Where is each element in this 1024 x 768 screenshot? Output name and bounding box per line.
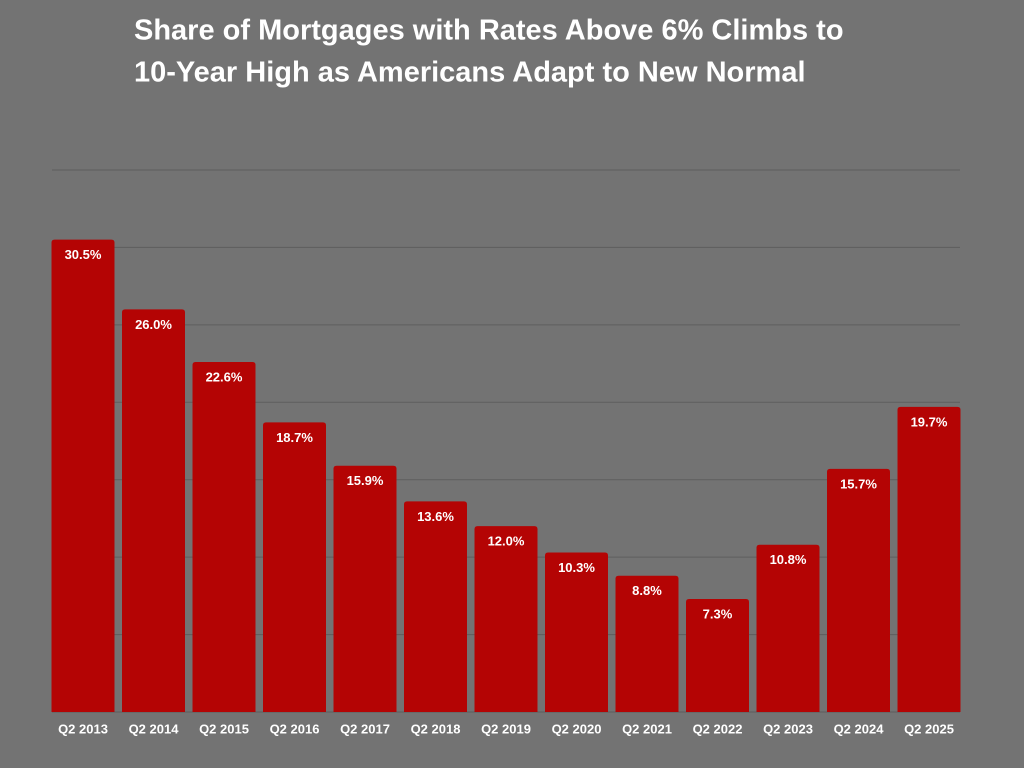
x-tick-label: Q2 2021: [622, 721, 672, 736]
value-label: 19.7%: [911, 414, 948, 429]
value-label: 13.6%: [417, 509, 454, 524]
value-label: 12.0%: [488, 534, 525, 549]
x-tick-label: Q2 2025: [904, 721, 954, 736]
x-tick-label: Q2 2020: [552, 721, 602, 736]
value-label: 22.6%: [206, 369, 243, 384]
chart-title: 10-Year High as Americans Adapt to New N…: [134, 57, 806, 89]
bar: [756, 544, 820, 712]
bar: [615, 575, 679, 712]
value-label: 26.0%: [135, 317, 172, 332]
value-label: 18.7%: [276, 430, 313, 445]
bar: [192, 362, 256, 712]
bar: [51, 239, 115, 712]
bar: [827, 468, 890, 712]
chart-title: Share of Mortgages with Rates Above 6% C…: [134, 15, 844, 47]
x-tick-label: Q2 2022: [693, 721, 743, 736]
value-label: 15.9%: [347, 473, 384, 488]
value-label: 30.5%: [65, 247, 102, 262]
value-label: 10.8%: [770, 552, 807, 567]
x-tick-label: Q2 2014: [129, 721, 180, 736]
x-tick-label: Q2 2013: [58, 721, 108, 736]
bar: [263, 422, 326, 712]
x-tick-label: Q2 2024: [834, 721, 885, 736]
bar: [686, 598, 749, 712]
bar: [474, 526, 538, 712]
bar: [545, 552, 608, 712]
value-label: 10.3%: [558, 560, 595, 575]
x-tick-label: Q2 2015: [199, 721, 249, 736]
bar: [333, 465, 397, 712]
bar: [897, 406, 961, 712]
x-tick-label: Q2 2017: [340, 721, 390, 736]
bar: [122, 309, 185, 712]
value-label: 15.7%: [840, 476, 877, 491]
x-tick-label: Q2 2018: [411, 721, 461, 736]
x-tick-label: Q2 2019: [481, 721, 531, 736]
x-tick-label: Q2 2023: [763, 721, 813, 736]
x-tick-label: Q2 2016: [270, 721, 320, 736]
bar: [404, 501, 467, 712]
value-label: 7.3%: [703, 606, 733, 621]
value-label: 8.8%: [632, 583, 662, 598]
